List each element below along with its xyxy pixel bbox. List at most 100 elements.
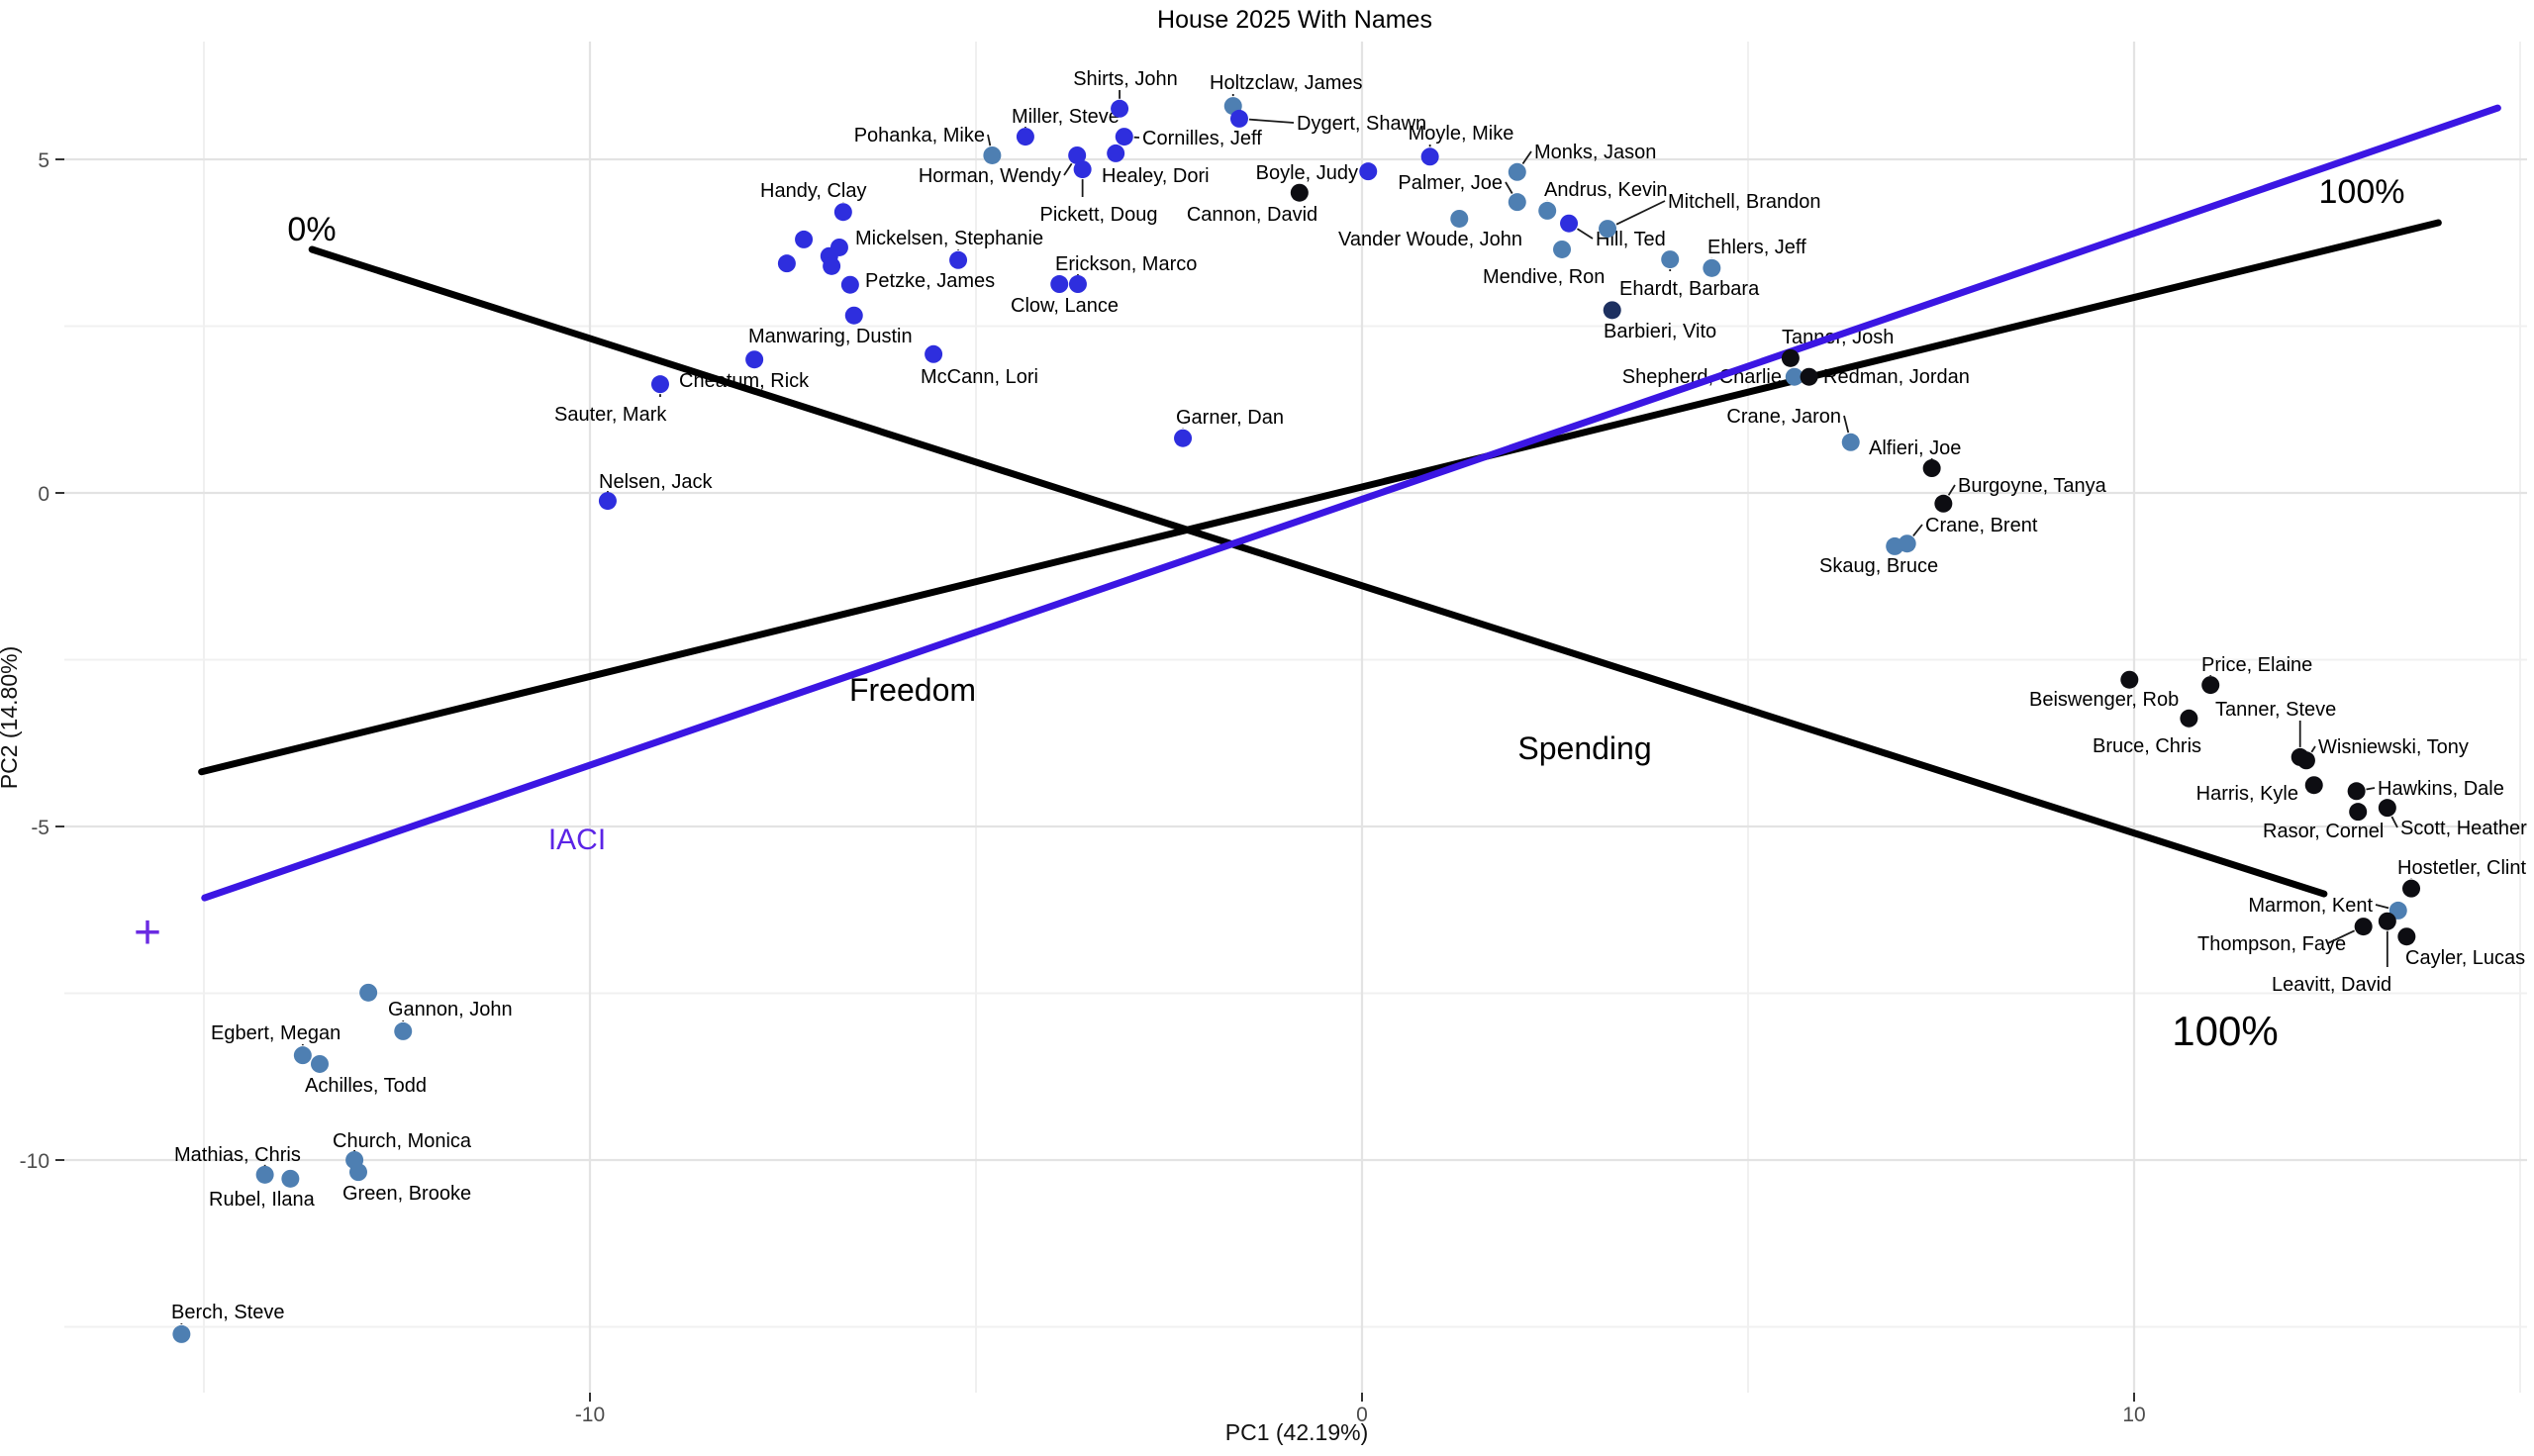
point-label: Miller, Steve xyxy=(1012,106,1120,128)
point-label: Vander Woude, John xyxy=(1338,229,1522,250)
data-point-unlabeled xyxy=(777,254,796,273)
data-point xyxy=(983,146,1002,164)
point-label: Pohanka, Mike xyxy=(854,125,985,146)
point-label: Clow, Lance xyxy=(1011,295,1119,317)
point-label: Beiswenger, Rob xyxy=(2029,689,2179,711)
data-point xyxy=(349,1163,367,1182)
data-point xyxy=(1841,433,1860,451)
data-point xyxy=(1174,429,1193,447)
data-point xyxy=(1922,459,1941,478)
data-point xyxy=(949,250,968,269)
point-label: Monks, Jason xyxy=(1534,142,1656,163)
leader-line xyxy=(1843,415,1850,434)
x-tick-label: 10 xyxy=(2122,1404,2145,1426)
point-label: Church, Monica xyxy=(333,1130,472,1152)
data-point xyxy=(925,344,943,363)
data-point xyxy=(1703,258,1721,277)
freedom-line xyxy=(198,219,2442,776)
data-point xyxy=(1785,367,1803,386)
axis-ticks: -10 0 10 5 0 -5 -10 xyxy=(20,149,2146,1426)
point-label: Bruce, Chris xyxy=(2093,735,2201,757)
point-label: Cornilles, Jeff xyxy=(1142,128,1262,149)
point-label: Berch, Steve xyxy=(171,1302,285,1323)
data-point-unlabeled xyxy=(795,230,814,248)
point-label: Skaug, Bruce xyxy=(1819,555,1938,577)
point-label: Redman, Jordan xyxy=(1823,366,1970,388)
point-label: Crane, Jaron xyxy=(1726,406,1841,428)
point-label: Ehardt, Barbara xyxy=(1619,278,1760,300)
leader-line xyxy=(987,134,992,146)
data-point xyxy=(1538,201,1557,220)
data-point xyxy=(833,203,852,222)
point-label: Andrus, Kevin xyxy=(1544,179,1668,201)
point-label: Rubel, Ilana xyxy=(209,1189,316,1211)
data-point xyxy=(1560,214,1579,233)
data-point xyxy=(394,1021,413,1040)
data-point xyxy=(2180,709,2198,728)
data-point xyxy=(281,1169,300,1188)
point-label: Holtzclaw, James xyxy=(1210,72,1363,94)
data-point xyxy=(1359,162,1378,181)
point-label: Pickett, Doug xyxy=(1040,204,1158,226)
point-label: Alfieri, Joe xyxy=(1869,437,1961,459)
leader-line xyxy=(2327,929,2355,944)
leader-line xyxy=(2390,816,2398,828)
point-label: Mitchell, Brandon xyxy=(1668,191,1821,213)
point-label: Green, Brooke xyxy=(342,1183,471,1205)
leader-lines xyxy=(180,90,2412,1324)
data-point xyxy=(311,1054,329,1073)
data-point xyxy=(1068,275,1087,294)
point-label: Price, Elaine xyxy=(2201,654,2312,676)
data-point xyxy=(1420,147,1439,166)
spending-label: Spending xyxy=(1517,730,1651,766)
point-label: Rasor, Cornel xyxy=(2263,821,2384,842)
point-label: Achilles, Todd xyxy=(305,1075,427,1097)
data-point xyxy=(1886,536,1904,555)
y-axis-title: PC2 (14.80%) xyxy=(0,646,22,789)
data-point xyxy=(1290,183,1309,202)
leader-line xyxy=(1947,484,1956,496)
hundred-percent-top-label: 100% xyxy=(2319,173,2405,211)
point-label: Moyle, Mike xyxy=(1409,123,1514,145)
data-point xyxy=(2304,776,2323,795)
point-label: McCann, Lori xyxy=(921,366,1038,388)
data-point xyxy=(2296,751,2315,770)
y-tick-label: 0 xyxy=(38,483,49,506)
data-point xyxy=(1781,348,1800,367)
point-label: Shirts, John xyxy=(1073,68,1178,90)
point-label: Burgoyne, Tanya xyxy=(1958,475,2107,497)
point-label: Cayler, Lucas xyxy=(2405,947,2525,969)
data-point xyxy=(2120,670,2139,689)
leader-line xyxy=(1248,118,1295,124)
point-label: Gannon, John xyxy=(388,999,513,1020)
data-point xyxy=(1050,275,1069,294)
plus-marker: + xyxy=(134,907,161,959)
point-label: Garner, Dan xyxy=(1176,407,1284,429)
point-label: Harris, Kyle xyxy=(2196,783,2298,805)
point-label: Sauter, Mark xyxy=(554,404,667,426)
chart-title: House 2025 With Names xyxy=(1157,6,1432,34)
data-point xyxy=(2201,676,2220,695)
data-point xyxy=(1229,109,1248,128)
point-label: Hawkins, Dale xyxy=(2378,778,2504,800)
iaci-line xyxy=(201,104,2501,902)
leader-line xyxy=(2375,904,2389,910)
leader-line xyxy=(1576,228,1594,240)
data-point xyxy=(840,275,859,294)
leader-line xyxy=(1615,200,1666,226)
data-point xyxy=(172,1324,191,1343)
data-point xyxy=(1073,160,1092,179)
point-label: Palmer, Joe xyxy=(1398,172,1503,194)
data-point xyxy=(1115,128,1133,146)
data-point xyxy=(2397,927,2416,946)
point-label: Mathias, Chris xyxy=(174,1144,301,1166)
data-points xyxy=(172,97,2421,1343)
data-point xyxy=(1508,193,1526,212)
point-label: Mendive, Ron xyxy=(1483,266,1605,288)
point-label: Boyle, Judy xyxy=(1256,162,1358,184)
data-point xyxy=(2354,918,2373,936)
point-label: Thompson, Faye xyxy=(2197,933,2346,955)
x-tick-label: 0 xyxy=(1356,1404,1368,1426)
iaci-label: IACI xyxy=(548,824,606,856)
